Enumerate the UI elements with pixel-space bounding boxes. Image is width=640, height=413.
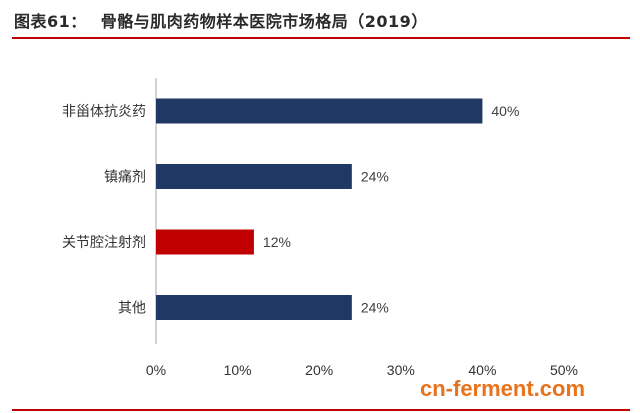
figure-number: 图表61：	[14, 12, 87, 31]
x-tick-label: 40%	[468, 362, 496, 378]
data-label: 24%	[361, 169, 389, 185]
x-tick-label: 50%	[550, 362, 578, 378]
figure-title: 图表61： 骨骼与肌肉药物样本医院市场格局（2019）	[14, 8, 428, 32]
chart-title: 骨骼与肌肉药物样本医院市场格局（2019）	[100, 12, 428, 31]
x-tick-label: 20%	[305, 362, 333, 378]
data-label: 40%	[491, 103, 519, 119]
watermark-text: cn-ferment.com	[420, 376, 586, 401]
bar-3	[156, 229, 254, 255]
category-label: 镇痛剂	[104, 169, 146, 186]
bar-4	[156, 295, 352, 320]
data-label: 12%	[263, 234, 291, 250]
data-label: 24%	[361, 300, 389, 316]
bottom-divider	[12, 409, 630, 411]
category-label: 其他	[118, 301, 146, 317]
bar-1	[156, 98, 483, 124]
x-tick-label: 30%	[387, 362, 415, 378]
category-label: 非甾体抗炎药	[62, 104, 146, 120]
category-label: 关节腔注射剂	[62, 235, 146, 251]
bar-2	[156, 164, 352, 189]
title-divider	[12, 37, 630, 39]
x-tick-label: 10%	[224, 362, 252, 378]
x-tick-label: 0%	[146, 362, 166, 378]
